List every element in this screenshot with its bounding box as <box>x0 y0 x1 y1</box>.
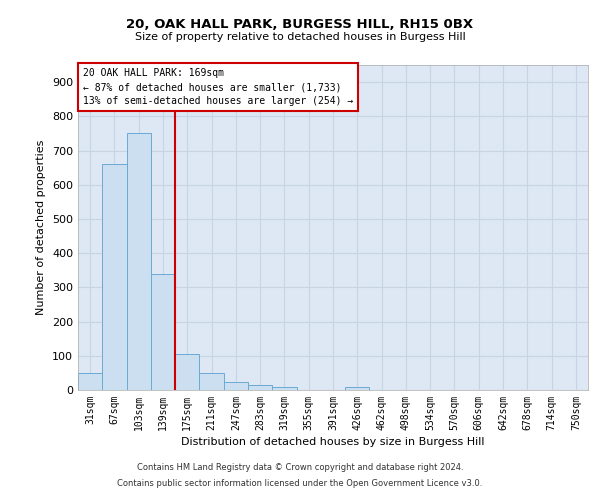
X-axis label: Distribution of detached houses by size in Burgess Hill: Distribution of detached houses by size … <box>181 437 485 447</box>
Bar <box>127 134 151 390</box>
Bar <box>199 373 224 390</box>
Text: Contains HM Land Registry data © Crown copyright and database right 2024.: Contains HM Land Registry data © Crown c… <box>137 464 463 472</box>
Text: Size of property relative to detached houses in Burgess Hill: Size of property relative to detached ho… <box>134 32 466 42</box>
Bar <box>224 382 248 390</box>
Text: 20, OAK HALL PARK, BURGESS HILL, RH15 0BX: 20, OAK HALL PARK, BURGESS HILL, RH15 0B… <box>127 18 473 30</box>
Text: Contains public sector information licensed under the Open Government Licence v3: Contains public sector information licen… <box>118 478 482 488</box>
Bar <box>248 385 272 390</box>
Text: 20 OAK HALL PARK: 169sqm
← 87% of detached houses are smaller (1,733)
13% of sem: 20 OAK HALL PARK: 169sqm ← 87% of detach… <box>83 68 353 106</box>
Bar <box>102 164 127 390</box>
Bar <box>151 274 175 390</box>
Bar <box>345 388 370 390</box>
Bar <box>272 387 296 390</box>
Y-axis label: Number of detached properties: Number of detached properties <box>37 140 46 315</box>
Bar <box>78 373 102 390</box>
Bar <box>175 354 199 390</box>
